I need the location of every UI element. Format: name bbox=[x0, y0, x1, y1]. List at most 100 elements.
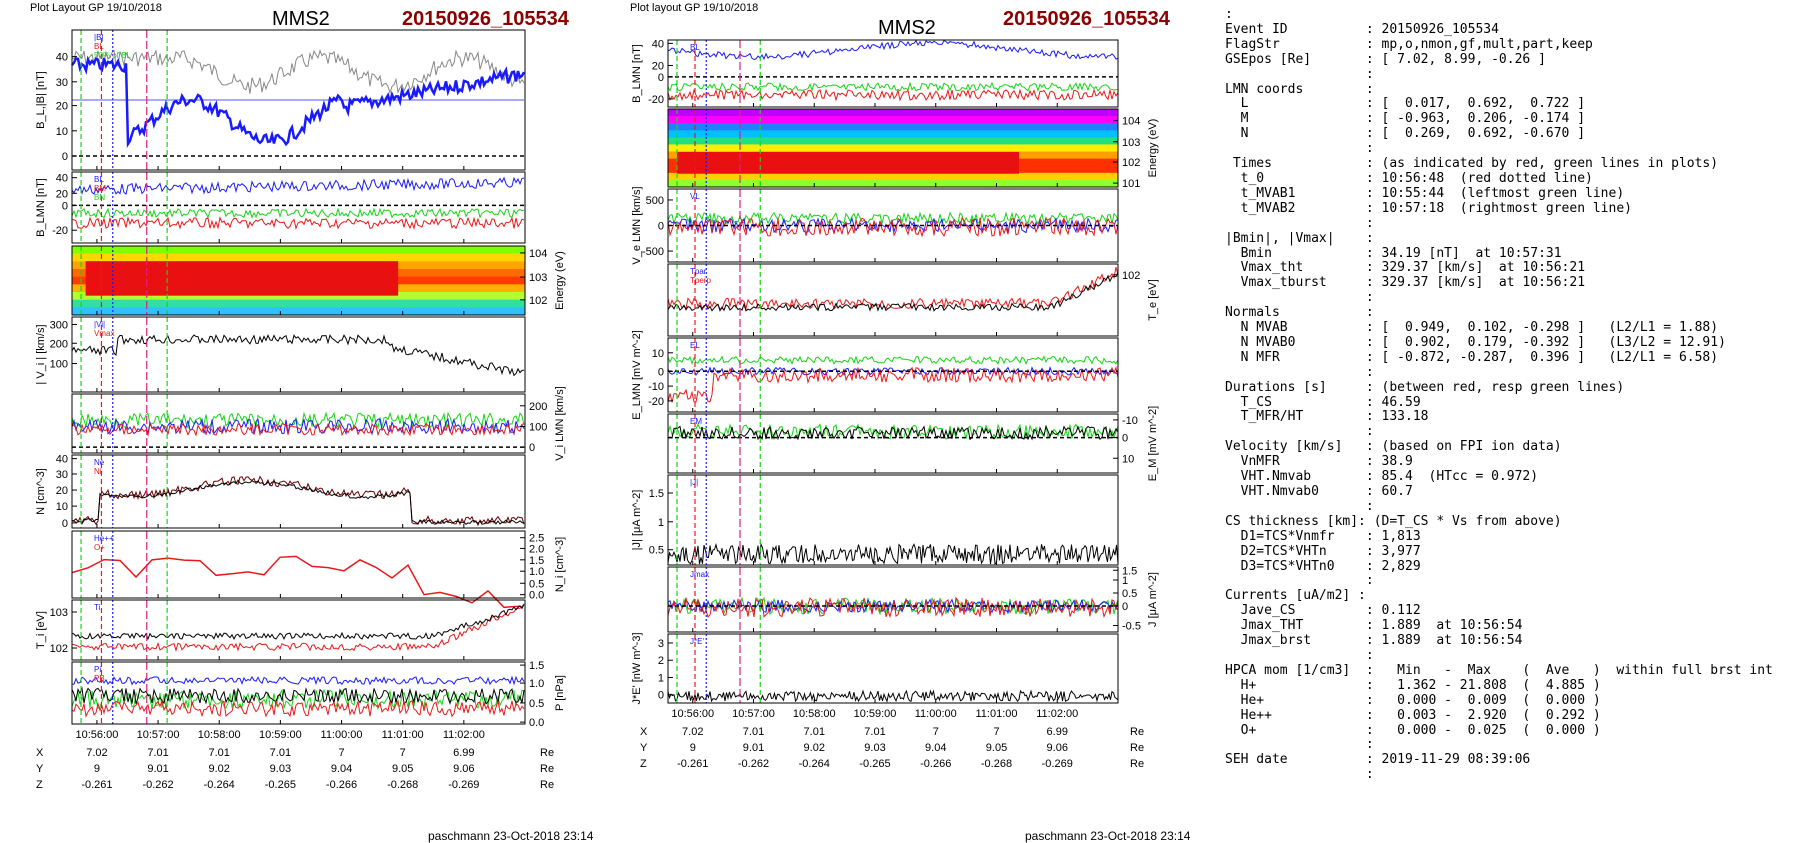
panel-frame bbox=[71, 393, 526, 454]
info-line: SEH date : 2019-11-29 08:39:06 bbox=[1225, 752, 1531, 768]
info-line: Vmax_tburst : 329.37 [km/s] at 10:56:21 bbox=[1225, 275, 1586, 291]
time-tick-label: 11:01:00 bbox=[975, 708, 1017, 720]
y-tick-label: 200 bbox=[529, 401, 547, 413]
y-tick-label: 103 bbox=[529, 272, 547, 284]
panel-0: -20 020 40 B_LMN [nT] BL bbox=[631, 38, 1119, 108]
series-line bbox=[667, 596, 1119, 619]
legend-entry: Pi bbox=[94, 665, 101, 674]
ephemeris-value: 9.04 bbox=[331, 763, 352, 775]
y-tick-label: 102 bbox=[1122, 270, 1140, 282]
spectrogram-band bbox=[72, 292, 525, 301]
series-line bbox=[667, 355, 1119, 366]
ephemeris-label: X bbox=[640, 726, 648, 738]
mid-event-id: 20150926_105534 bbox=[1003, 8, 1170, 30]
ephemeris-label: Z bbox=[36, 779, 43, 791]
info-line: VnMFR : 38.9 bbox=[1225, 454, 1413, 470]
ephemeris-value: 9.01 bbox=[743, 742, 764, 754]
y-axis-label: J*E' [nW m^-3] bbox=[631, 632, 643, 704]
y-tick-label: 0 bbox=[62, 151, 68, 163]
legend-entry: O+ bbox=[94, 543, 105, 552]
y-axis-label: T_e [eV] bbox=[1147, 279, 1159, 321]
y-tick-label: 1.5 bbox=[529, 555, 544, 567]
series-line bbox=[71, 215, 525, 231]
panel-4: -20 -10 0 10 E_LMN [mV m^-2] EL bbox=[631, 330, 1119, 420]
info-line: He+ : 0.000 - 0.009 ( 0.000 ) bbox=[1225, 692, 1601, 708]
series-line bbox=[71, 411, 525, 430]
series-line bbox=[667, 88, 1119, 102]
y-axis-label: E_M [mV m^-2] bbox=[1147, 406, 1159, 481]
panel-7: -0.5 00.511.5 J [μA m^-2] Jmax bbox=[667, 565, 1159, 633]
series-line bbox=[667, 689, 1119, 703]
ephemeris-value: -0.266 bbox=[920, 758, 951, 770]
left-layout-label: Plot Layout GP 19/10/2018 bbox=[30, 2, 162, 14]
y-axis-label: J [μA m^-2] bbox=[1147, 572, 1159, 627]
left-footer: paschmann 23-Oct-2018 23:14 bbox=[428, 829, 594, 843]
y-tick-label: 104 bbox=[1122, 116, 1140, 128]
y-tick-label: 0 bbox=[62, 518, 68, 530]
y-axis-label: Energy (eV) bbox=[554, 251, 566, 310]
y-tick-label: 10 bbox=[56, 126, 68, 138]
info-line: FlagStr : mp,o,nmon,gf,mult,part,keep bbox=[1225, 36, 1593, 52]
ephemeris-value: 9 bbox=[94, 763, 100, 775]
info-line: : bbox=[1225, 498, 1374, 514]
y-tick-label: -10 bbox=[1122, 415, 1138, 427]
series-line bbox=[667, 424, 1119, 441]
y-tick-label: 103 bbox=[1122, 137, 1140, 149]
y-tick-label: 2.5 bbox=[529, 533, 544, 545]
info-line: t_MVAB2 : 10:57:18 (rightmost green line… bbox=[1225, 200, 1632, 216]
info-line: D3=TCS*VHTn0 : 2,829 bbox=[1225, 558, 1421, 574]
legend-entry: Jmax bbox=[690, 570, 709, 579]
spectrogram-band bbox=[668, 179, 1118, 188]
info-line: O+ : 0.000 - 0.025 ( 0.000 ) bbox=[1225, 722, 1601, 738]
y-axis-label: B_LMN [nT] bbox=[631, 44, 643, 103]
time-tick-label: 10:56:00 bbox=[76, 729, 119, 741]
y-tick-label: 300 bbox=[50, 320, 68, 332]
legend-entry: PB bbox=[94, 674, 105, 683]
info-line: Event ID : 20150926_105534 bbox=[1225, 21, 1499, 37]
y-tick-label: -20 bbox=[648, 396, 664, 408]
ephemeris-unit: Re bbox=[1130, 758, 1144, 770]
spectrogram-core bbox=[85, 261, 399, 296]
ephemeris-value: 7.01 bbox=[147, 747, 168, 759]
panel-frame bbox=[71, 29, 526, 171]
panel-frame bbox=[667, 413, 1119, 474]
ephemeris-value: 6.99 bbox=[1047, 726, 1068, 738]
info-line: LMN coords : bbox=[1225, 81, 1374, 97]
ephemeris-value: -0.264 bbox=[204, 779, 235, 791]
legend-entry: VL bbox=[690, 192, 700, 201]
panel-frame bbox=[667, 566, 1119, 633]
info-line: |Bmin|, |Vmax| : bbox=[1225, 230, 1374, 246]
panel-frame bbox=[71, 454, 526, 529]
info-line: Velocity [km/s] : (based on FPI ion data… bbox=[1225, 439, 1562, 455]
ephemeris-value: -0.261 bbox=[81, 779, 112, 791]
info-line: GSEpos [Re] : [ 7.02, 8.99, -0.26 ] bbox=[1225, 51, 1546, 67]
spectrogram-band bbox=[668, 137, 1118, 145]
y-tick-label: 2 bbox=[658, 655, 664, 667]
ephemeris-value: 9.03 bbox=[270, 763, 291, 775]
ephemeris-value: -0.268 bbox=[981, 758, 1012, 770]
ephemeris-value: 9.01 bbox=[147, 763, 168, 775]
panel-4: 0 100 200 V_i LMN [km/s] bbox=[71, 386, 566, 461]
y-tick-label: 0 bbox=[1122, 601, 1128, 613]
y-tick-label: 20 bbox=[56, 485, 68, 497]
spectrogram-band bbox=[668, 144, 1118, 153]
panel-5: -10 0 10 E_M [mV m^-2] EM bbox=[667, 406, 1159, 481]
legend-entry: Ne bbox=[94, 458, 105, 467]
legend-entry: BL bbox=[94, 42, 104, 51]
time-tick-label: 11:01:00 bbox=[382, 729, 424, 741]
y-axis-label: Energy (eV) bbox=[1147, 119, 1159, 178]
legend-entry: 50% of BL bbox=[94, 51, 131, 60]
series-line bbox=[71, 699, 525, 718]
info-line: Vmax_tht : 329.37 [km/s] at 10:56:21 bbox=[1225, 260, 1586, 276]
y-tick-label: 103 bbox=[50, 607, 68, 619]
info-line: N MFR : [ -0.872, -0.287, 0.396 ] (L2/L1… bbox=[1225, 349, 1719, 365]
y-tick-label: 1 bbox=[658, 672, 664, 684]
time-tick-label: 10:58:00 bbox=[198, 729, 241, 741]
ephemeris-value: 7 bbox=[993, 726, 999, 738]
y-tick-label: 1.5 bbox=[649, 488, 664, 500]
ephemeris-value: -0.269 bbox=[448, 779, 479, 791]
panel-frame bbox=[667, 337, 1119, 413]
ephemeris-label: Y bbox=[640, 742, 648, 754]
